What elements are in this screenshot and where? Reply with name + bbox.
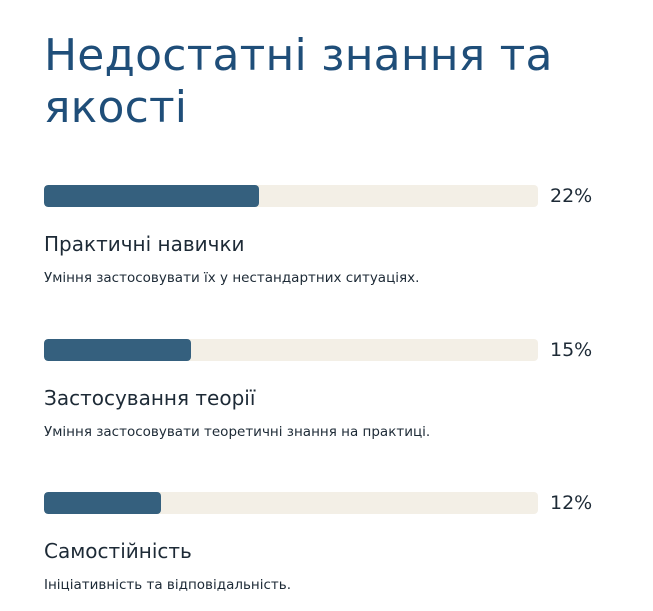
skill-title: Застосування теорії <box>44 386 256 410</box>
skill-item-theory: 15% Застосування теорії Уміння застосову… <box>44 338 604 441</box>
skill-item-practical: 22% Практичні навички Уміння застосовува… <box>44 184 604 287</box>
page-title: Недостатні знання та якості <box>44 30 553 133</box>
skill-description: Ініціативність та відповідальність. <box>44 577 292 593</box>
skill-title: Самостійність <box>44 539 192 563</box>
progress-bar-track <box>44 339 538 361</box>
percent-label: 12% <box>550 492 593 514</box>
progress-bar-fill <box>44 492 162 514</box>
progress-bar-fill <box>44 339 191 361</box>
percent-label: 22% <box>550 185 593 207</box>
progress-bar-fill <box>44 185 260 207</box>
skill-description: Уміння застосовувати теоретичні знання н… <box>44 424 431 440</box>
skill-description: Уміння застосовувати їх у нестандартних … <box>44 270 420 286</box>
skill-item-independence: 12% Самостійність Ініціативність та відп… <box>44 491 604 594</box>
progress-row: 15% <box>44 338 604 362</box>
progress-row: 22% <box>44 184 604 208</box>
progress-bar-track <box>44 492 538 514</box>
percent-label: 15% <box>550 339 593 361</box>
progress-row: 12% <box>44 491 604 515</box>
skill-title: Практичні навички <box>44 232 245 256</box>
progress-bar-track <box>44 185 538 207</box>
